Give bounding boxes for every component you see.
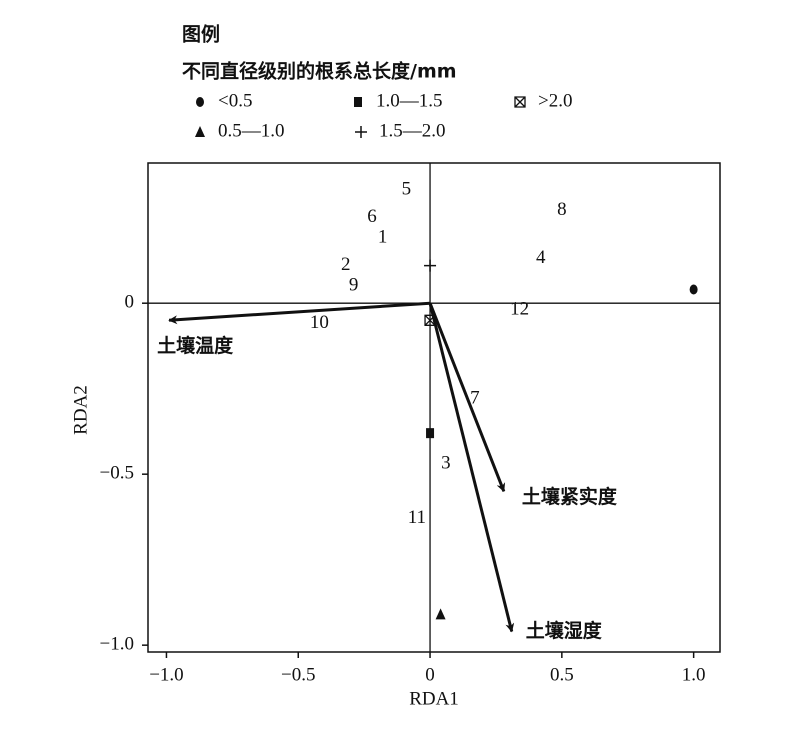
legend-marker [196, 97, 204, 107]
legend-marker [355, 126, 367, 138]
legend-label: 1.0—1.5 [376, 90, 443, 111]
plot-frame [147, 162, 721, 653]
site-label: 12 [510, 298, 529, 319]
legend-marker [514, 96, 526, 108]
legend-label: 0.5—1.0 [218, 120, 285, 141]
x-tick-label: 0.5 [550, 664, 574, 685]
site-label: 3 [441, 452, 451, 473]
marker-shape [196, 97, 204, 107]
point [424, 259, 437, 272]
y-tick-label: −0.5 [100, 463, 134, 484]
vector-label: 土壤紧实度 [522, 485, 618, 508]
legend-label: >2.0 [538, 90, 572, 111]
legend-subtitle: 不同直径级别的根系总长度/mm [182, 60, 457, 83]
marker-shape [426, 428, 435, 439]
marker-shape [689, 284, 698, 295]
vector-arrow [428, 302, 515, 633]
vector-arrow [428, 302, 506, 493]
marker-shape [514, 96, 526, 108]
site-label: 1 [378, 227, 388, 248]
point [435, 608, 446, 620]
y-tick-label: −1.0 [100, 634, 134, 655]
vector-label: 土壤温度 [157, 334, 234, 357]
x-tick-label: −0.5 [281, 664, 315, 685]
marker-shape [195, 126, 205, 137]
vector-label: 土壤湿度 [526, 619, 603, 642]
point [689, 284, 698, 295]
site-label: 5 [402, 179, 412, 200]
vector-arrow [168, 301, 431, 325]
marker-shape [424, 259, 437, 272]
site-label: 2 [341, 254, 351, 275]
x-tick-label: 0 [425, 664, 435, 685]
site-label: 7 [470, 387, 480, 408]
legend-label: 1.5—2.0 [379, 120, 446, 141]
site-label: 4 [536, 247, 546, 268]
legend-marker [195, 126, 205, 137]
site-label: 6 [367, 206, 377, 227]
point [426, 428, 435, 439]
marker-shape [354, 97, 362, 107]
site-label: 11 [408, 507, 426, 528]
marker-shape [435, 608, 446, 620]
legend-title: 图例 [182, 23, 220, 46]
site-label: 10 [310, 312, 329, 333]
y-tick-label: 0 [125, 292, 135, 313]
x-axis-label: RDA1 [409, 688, 459, 709]
site-label: 9 [349, 274, 359, 295]
legend-label: <0.5 [218, 90, 252, 111]
marker-shape [355, 126, 367, 138]
site-label: 8 [557, 199, 567, 220]
x-tick-label: 1.0 [682, 664, 706, 685]
x-tick-label: −1.0 [149, 664, 183, 685]
y-axis-label: RDA2 [70, 385, 91, 435]
legend-marker [354, 97, 362, 107]
